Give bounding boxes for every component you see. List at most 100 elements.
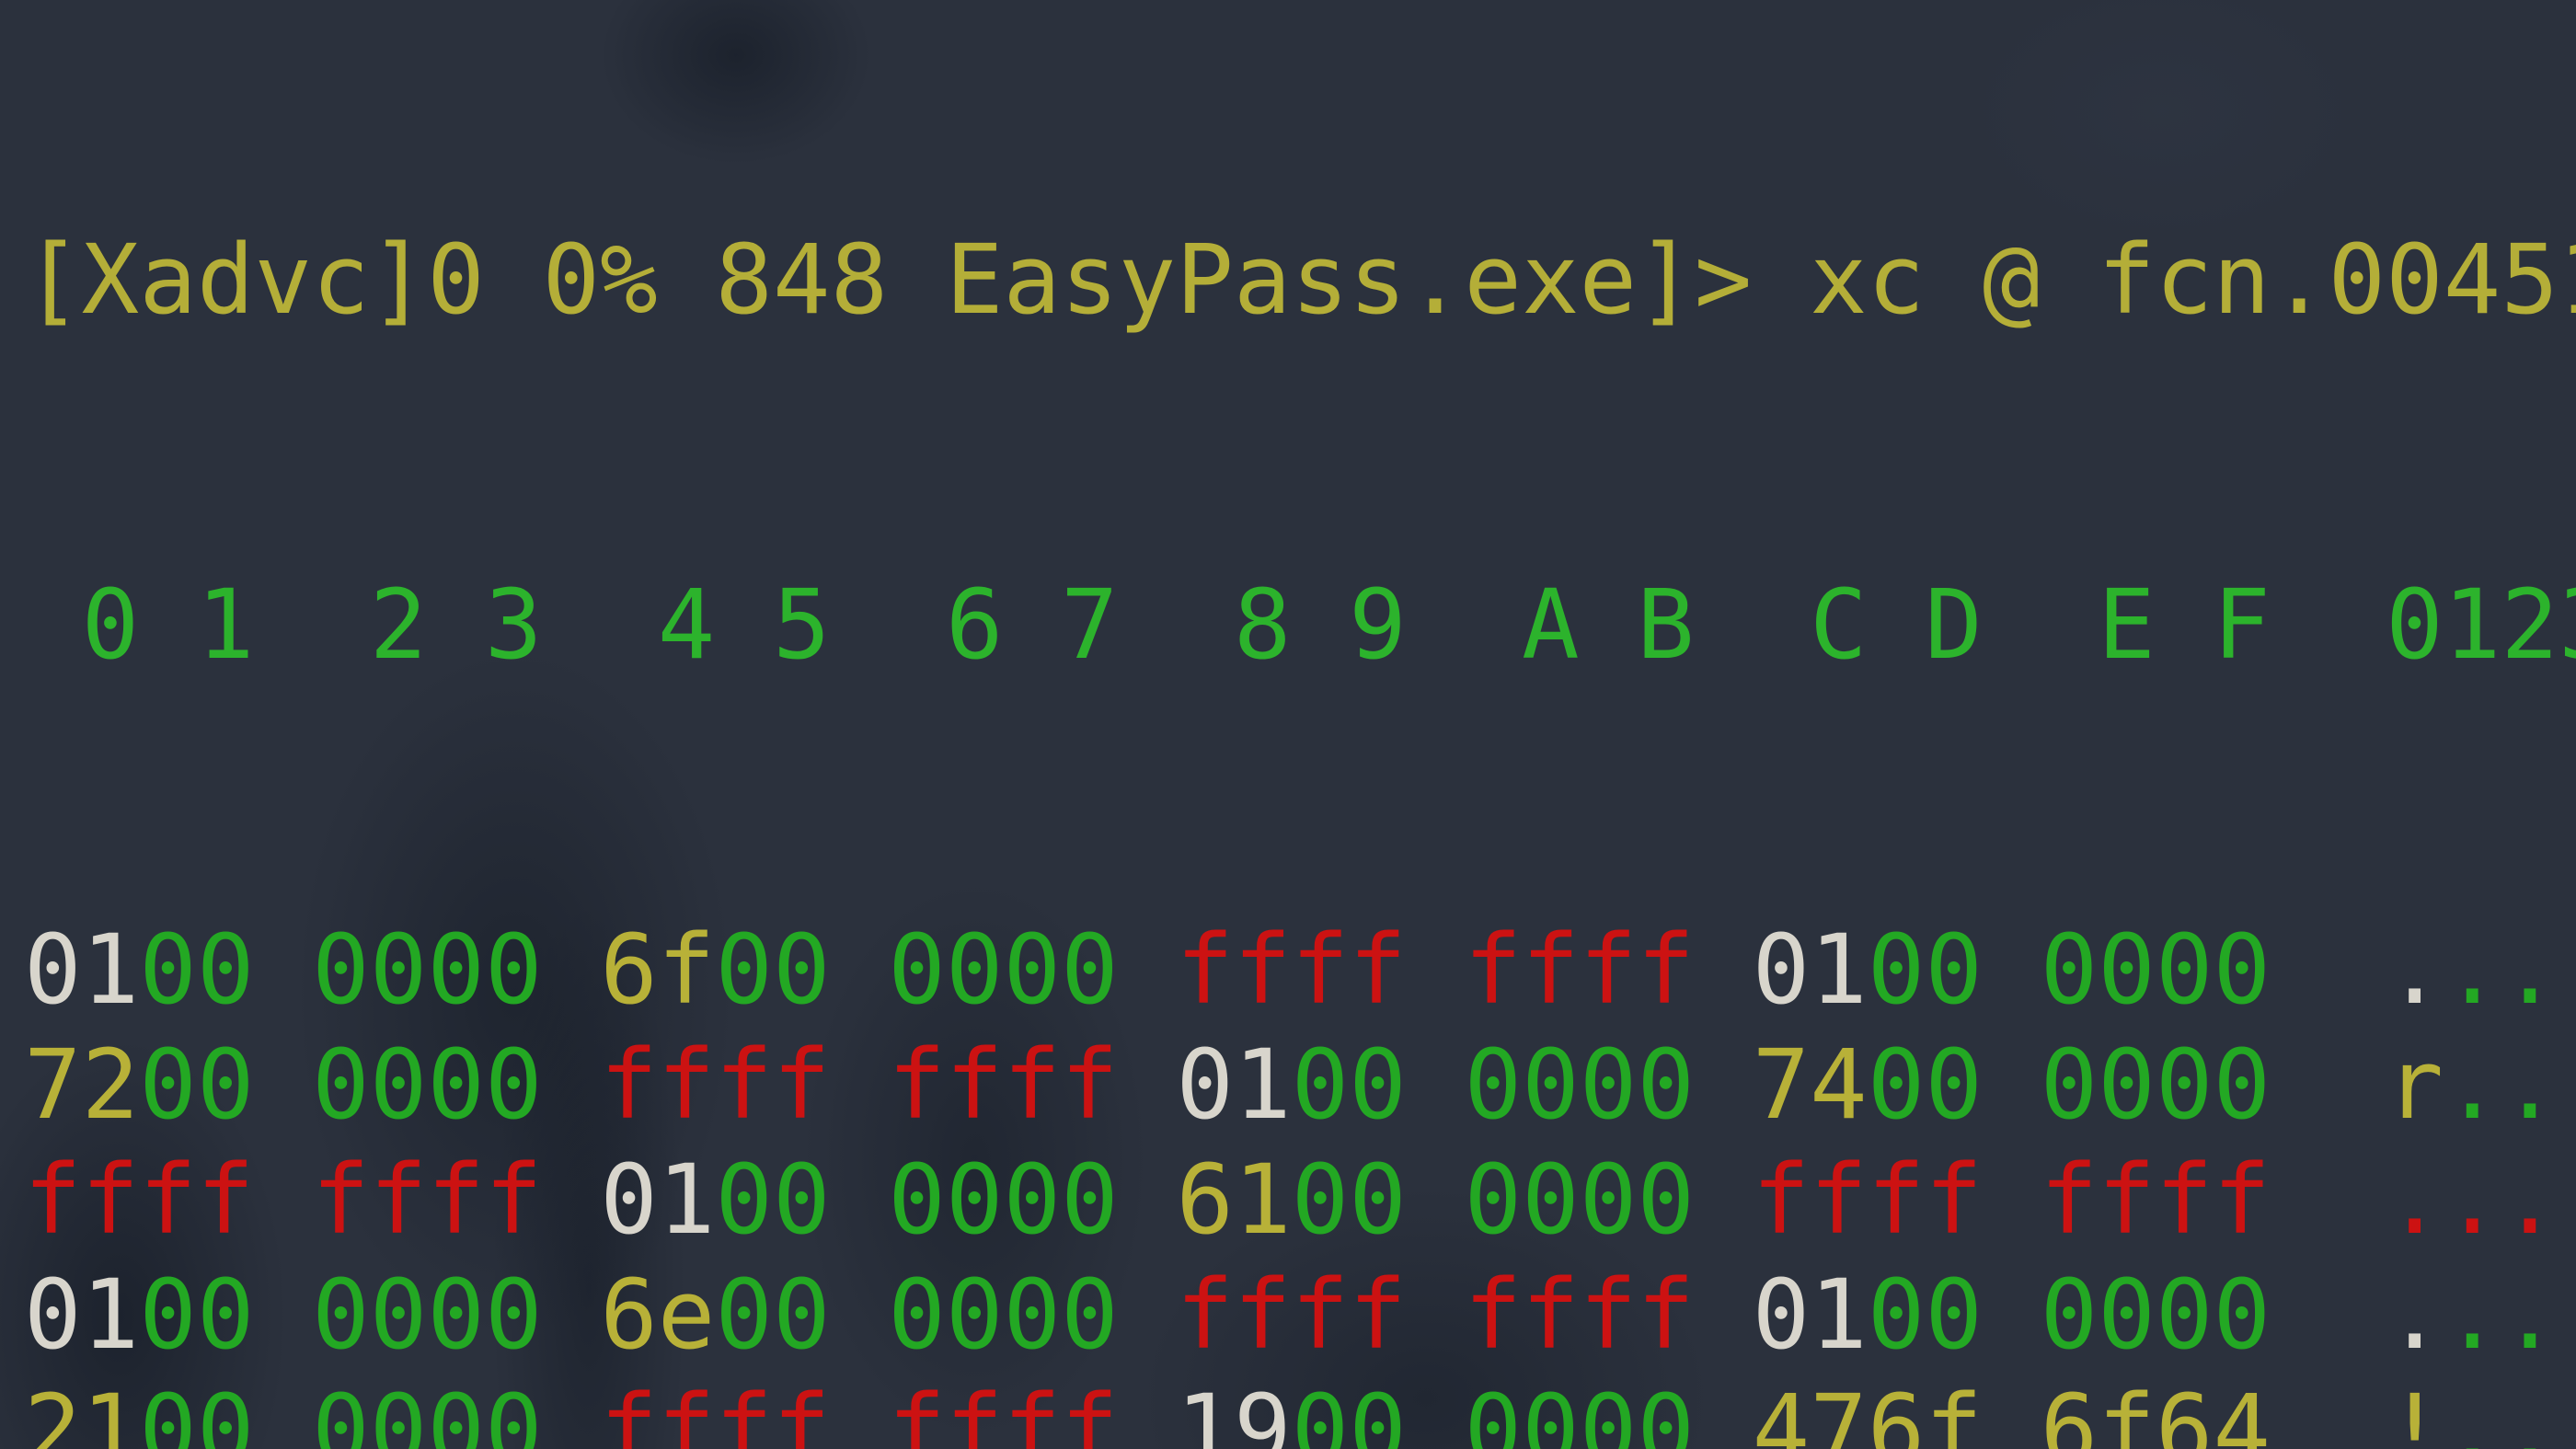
hex-byte: 00: [1579, 1374, 1695, 1449]
hex-byte: 00: [715, 1144, 831, 1256]
gap: [1407, 914, 1465, 1026]
hex-byte: 00: [2040, 1029, 2156, 1141]
hex-byte: ff: [1291, 1259, 1407, 1371]
hex-byte: 00: [139, 1029, 255, 1141]
hex-byte: 00: [427, 1029, 543, 1141]
hex-byte: 00: [1579, 1144, 1695, 1256]
hex-byte: 01: [24, 914, 140, 1026]
hex-byte: ff: [427, 1144, 543, 1256]
ascii-char: .: [2501, 1144, 2559, 1256]
hex-byte: 00: [888, 914, 1004, 1026]
hex-row: 0100 0000 6f00 0000 ffff ffff 0100 0000 …: [24, 913, 2576, 1028]
ascii-char: .: [2559, 1374, 2576, 1449]
hex-byte: 00: [427, 1259, 543, 1371]
ascii-char: .: [2386, 1144, 2444, 1256]
hex-byte: 00: [139, 914, 255, 1026]
hex-byte: 00: [2155, 914, 2271, 1026]
ascii-char: .: [2386, 914, 2444, 1026]
gap: [543, 1144, 601, 1256]
gap: [2271, 1374, 2386, 1449]
gap: [2271, 1259, 2386, 1371]
ascii-char: r: [2386, 1029, 2444, 1141]
gap: [1119, 1144, 1177, 1256]
gap: [2271, 1029, 2386, 1141]
hex-byte: 00: [1003, 1259, 1119, 1371]
gap: [2271, 1144, 2386, 1256]
ascii-char: .: [2443, 1374, 2501, 1449]
hex-byte: 00: [427, 914, 543, 1026]
hex-column-header: 0 1 2 3 4 5 6 7 8 9 A B C D E F 0123: [24, 569, 2576, 681]
ascii-char: .: [2501, 914, 2559, 1026]
hex-byte: ff: [1003, 1029, 1119, 1141]
ascii-char: .: [2443, 1144, 2501, 1256]
ascii-char: .: [2559, 914, 2576, 1026]
ascii-char: .: [2386, 1259, 2444, 1371]
hex-byte: 00: [427, 1374, 543, 1449]
hex-byte: 00: [2040, 1259, 2156, 1371]
hex-byte: ff: [1003, 1374, 1119, 1449]
gap: [1407, 1259, 1465, 1371]
gap: [1695, 1144, 1753, 1256]
hex-byte: ff: [888, 1029, 1004, 1141]
ascii-char: .: [2443, 914, 2501, 1026]
hex-byte: ff: [1867, 1144, 1984, 1256]
hex-byte: 00: [888, 1259, 1004, 1371]
gap: [1407, 1374, 1465, 1449]
gap: [1983, 1029, 2041, 1141]
hex-byte: ff: [1579, 1259, 1695, 1371]
hex-byte: 00: [139, 1374, 255, 1449]
gap: [1983, 914, 2041, 1026]
gap: [1119, 1259, 1177, 1371]
hex-row: ffff ffff 0100 0000 6100 0000 ffff ffff …: [24, 1143, 2576, 1258]
hex-byte: 19: [1176, 1374, 1292, 1449]
hex-byte: 6f: [2040, 1374, 2156, 1449]
hex-byte: 00: [715, 914, 831, 1026]
hex-byte: 00: [888, 1144, 1004, 1256]
gap: [831, 1029, 889, 1141]
gap: [1407, 1144, 1465, 1256]
gap: [831, 1374, 889, 1449]
hex-byte: ff: [1752, 1144, 1868, 1256]
hex-byte: ff: [2155, 1144, 2271, 1256]
gap: [2271, 914, 2386, 1026]
gap: [254, 1374, 312, 1449]
hex-byte: ff: [1176, 1259, 1292, 1371]
hex-byte: ff: [600, 1374, 716, 1449]
hex-byte: ff: [1464, 1259, 1580, 1371]
hex-byte: 00: [1291, 1029, 1407, 1141]
hex-byte: ff: [715, 1029, 831, 1141]
ascii-char: .: [2443, 1029, 2501, 1141]
hex-byte: ff: [888, 1374, 1004, 1449]
gap: [1983, 1144, 2041, 1256]
hex-byte: 00: [1464, 1374, 1580, 1449]
ascii-char: .: [2501, 1259, 2559, 1371]
gap: [254, 1144, 312, 1256]
gap: [1407, 1029, 1465, 1141]
hex-byte: 00: [1003, 1144, 1119, 1256]
hex-byte: 00: [312, 914, 428, 1026]
gap: [1983, 1259, 2041, 1371]
hex-byte: 00: [312, 1259, 428, 1371]
gap: [254, 914, 312, 1026]
ascii-char: !: [2386, 1374, 2444, 1449]
ascii-char: .: [2559, 1144, 2576, 1256]
hex-byte: 00: [1867, 1029, 1984, 1141]
hex-byte: 01: [1752, 914, 1868, 1026]
gap: [831, 1259, 889, 1371]
hex-byte: 00: [715, 1259, 831, 1371]
hex-byte: 47: [1752, 1374, 1868, 1449]
hex-byte: 00: [139, 1259, 255, 1371]
gap: [1119, 914, 1177, 1026]
hex-byte: ff: [139, 1144, 255, 1256]
hex-row: 0100 0000 6e00 0000 ffff ffff 0100 0000 …: [24, 1258, 2576, 1373]
ascii-char: .: [2559, 1259, 2576, 1371]
hex-byte: 00: [312, 1374, 428, 1449]
hex-byte: ff: [24, 1144, 140, 1256]
gap: [1695, 1374, 1753, 1449]
hex-byte: 00: [2155, 1259, 2271, 1371]
hex-byte: 01: [600, 1144, 716, 1256]
gap: [254, 1029, 312, 1141]
hex-byte: 21: [24, 1374, 140, 1449]
